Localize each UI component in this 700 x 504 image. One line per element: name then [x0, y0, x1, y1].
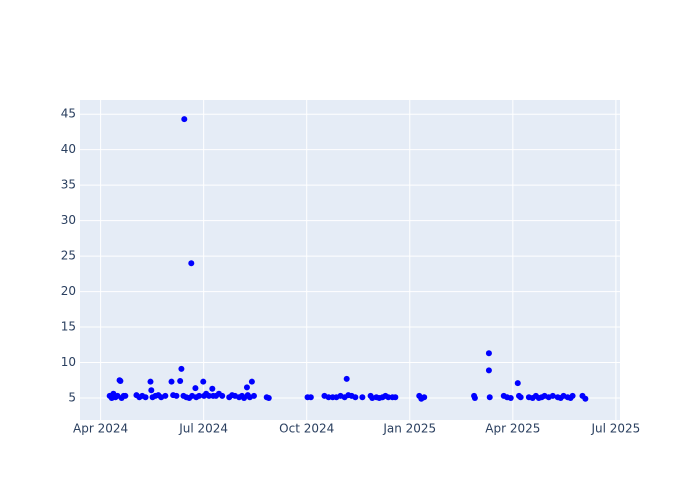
point: [549, 392, 556, 399]
x-tick-label: Jul 2025: [590, 422, 640, 436]
point: [392, 394, 399, 401]
point: [148, 387, 155, 394]
point: [196, 392, 203, 399]
point: [486, 394, 493, 401]
y-tick-label: 10: [61, 355, 76, 369]
plot-area: [80, 100, 620, 420]
x-tick-label: Jul 2024: [178, 422, 228, 436]
y-tick-label: 25: [61, 249, 76, 263]
point: [471, 395, 478, 402]
point: [265, 395, 272, 402]
point: [122, 392, 129, 399]
y-tick-label: 40: [61, 142, 76, 156]
point: [507, 395, 514, 402]
point: [569, 392, 576, 399]
point: [192, 385, 199, 392]
point: [485, 350, 492, 357]
point: [173, 392, 180, 399]
point: [325, 394, 332, 401]
point: [188, 260, 195, 267]
point: [178, 365, 185, 372]
y-tick-label: 35: [61, 178, 76, 192]
point: [250, 392, 257, 399]
point: [219, 392, 226, 399]
point: [385, 394, 392, 401]
point: [177, 377, 184, 384]
point: [142, 394, 149, 401]
point: [162, 392, 169, 399]
point: [181, 116, 188, 123]
point: [243, 384, 250, 391]
point: [200, 378, 207, 385]
y-tick-label: 45: [61, 107, 76, 121]
point: [514, 380, 521, 387]
point: [517, 394, 524, 401]
point: [147, 378, 154, 385]
point: [421, 394, 428, 401]
point: [343, 375, 350, 382]
point: [168, 378, 175, 385]
x-tick-label: Apr 2024: [73, 422, 128, 436]
point: [352, 394, 359, 401]
point: [209, 385, 216, 392]
x-tick-label: Oct 2024: [279, 422, 334, 436]
point: [307, 394, 314, 401]
point: [359, 394, 366, 401]
y-tick-label: 20: [61, 284, 76, 298]
point: [582, 395, 589, 402]
y-tick-label: 30: [61, 213, 76, 227]
y-tick-label: 5: [68, 391, 76, 405]
point: [248, 378, 255, 385]
point: [485, 367, 492, 374]
x-tick-label: Jan 2025: [382, 422, 436, 436]
point: [117, 377, 124, 384]
y-tick-label: 15: [61, 320, 76, 334]
point: [206, 392, 213, 399]
x-tick-label: Apr 2025: [485, 422, 540, 436]
